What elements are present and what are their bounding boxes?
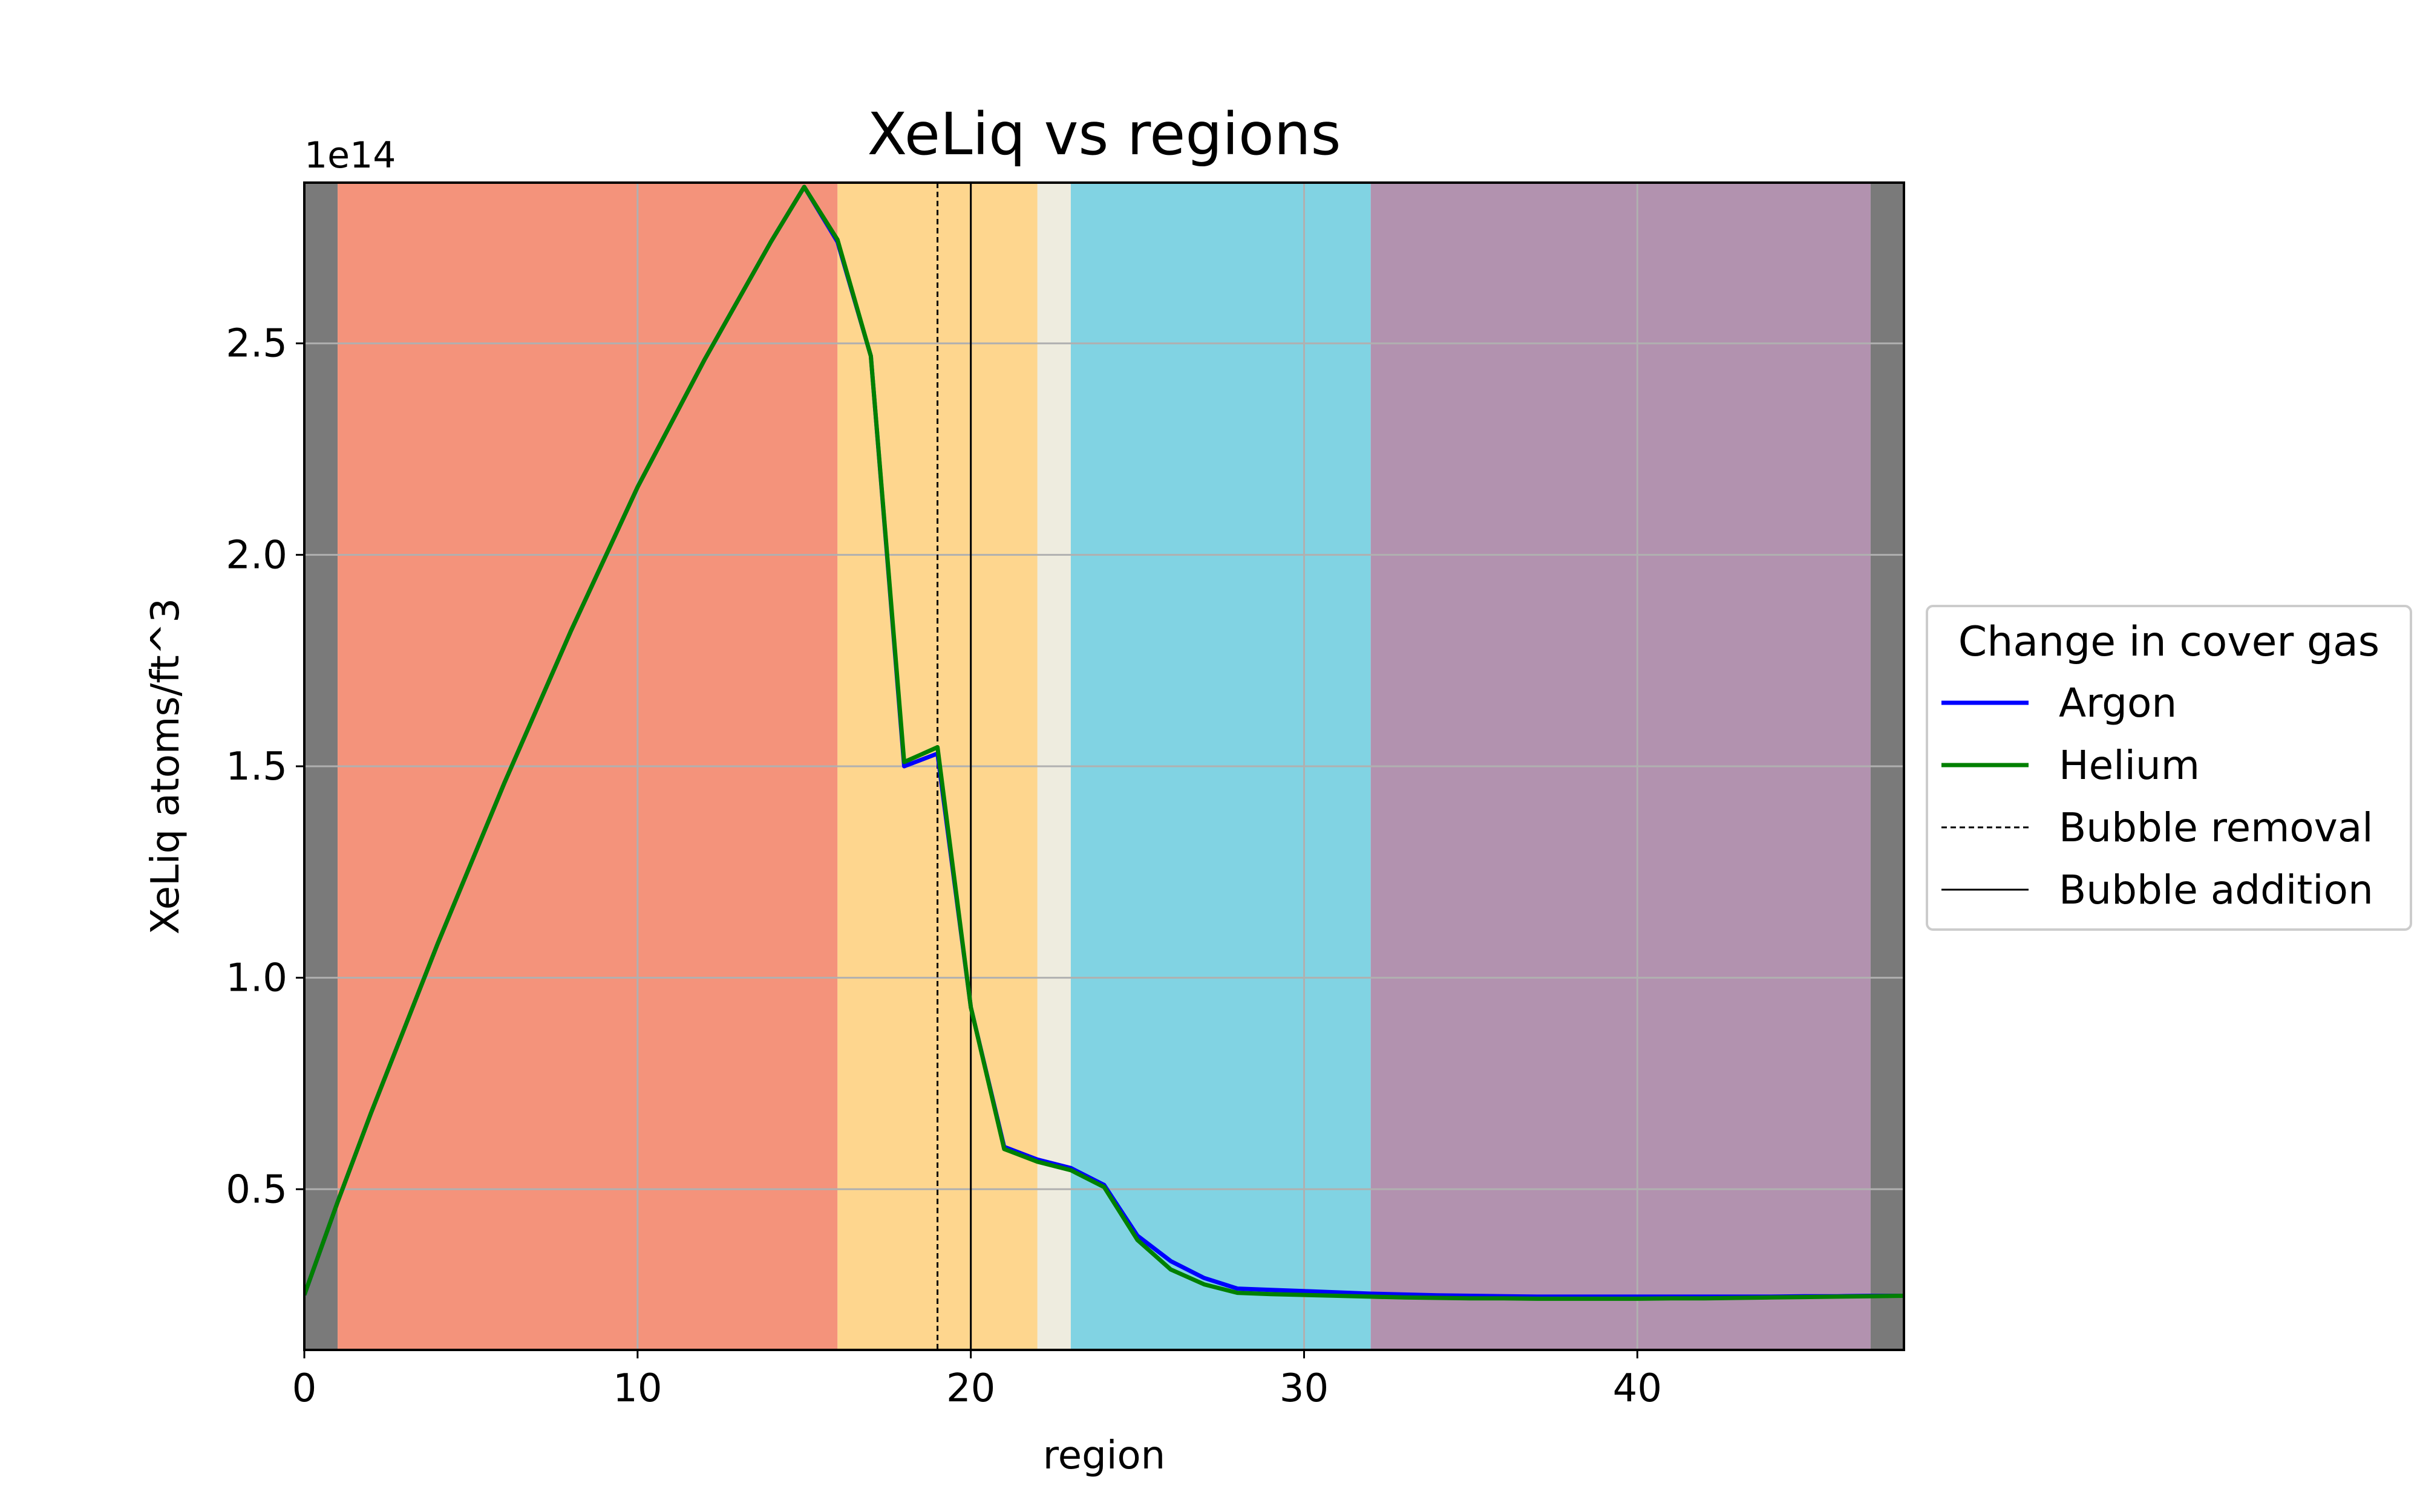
y-tick-label: 0.5 (226, 1167, 287, 1212)
x-tick-label: 20 (946, 1366, 995, 1411)
x-tick-label: 10 (613, 1366, 662, 1411)
chart-title: XeLiq vs regions (867, 100, 1341, 168)
series-line-helium (304, 184, 1904, 1301)
legend-label: Bubble addition (2059, 867, 2373, 913)
legend-label: Bubble removal (2059, 804, 2373, 851)
series-lines (304, 184, 1904, 1301)
legend-entries: Argon Helium Bubble removal Bubble addition (1941, 680, 2373, 913)
x-axis-label: region (1043, 1433, 1165, 1478)
axis-ticks: 0 10 20 30 40 0.5 1.0 1.5 2.0 2.5 (226, 322, 1662, 1411)
legend-box (1926, 605, 2412, 931)
y-tick-label: 1.5 (226, 745, 287, 789)
y-tick-label: 2.5 (226, 322, 287, 367)
legend-label: Helium (2059, 742, 2200, 789)
x-tick-label: 40 (1613, 1366, 1662, 1411)
y-tick-label: 1.0 (226, 956, 287, 1001)
x-tick-label: 30 (1280, 1366, 1329, 1411)
y-axis-label: XeLiq atoms/ft^3 (143, 598, 188, 934)
legend-title: Change in cover gas (1958, 618, 2379, 666)
legend-label: Argon (2059, 680, 2177, 726)
x-tick-label: 0 (292, 1366, 317, 1411)
y-offset-label: 1e14 (304, 134, 396, 177)
legend: Change in cover gas Argon Helium Bubble re… (1926, 605, 2412, 931)
y-tick-label: 2.0 (226, 533, 287, 578)
